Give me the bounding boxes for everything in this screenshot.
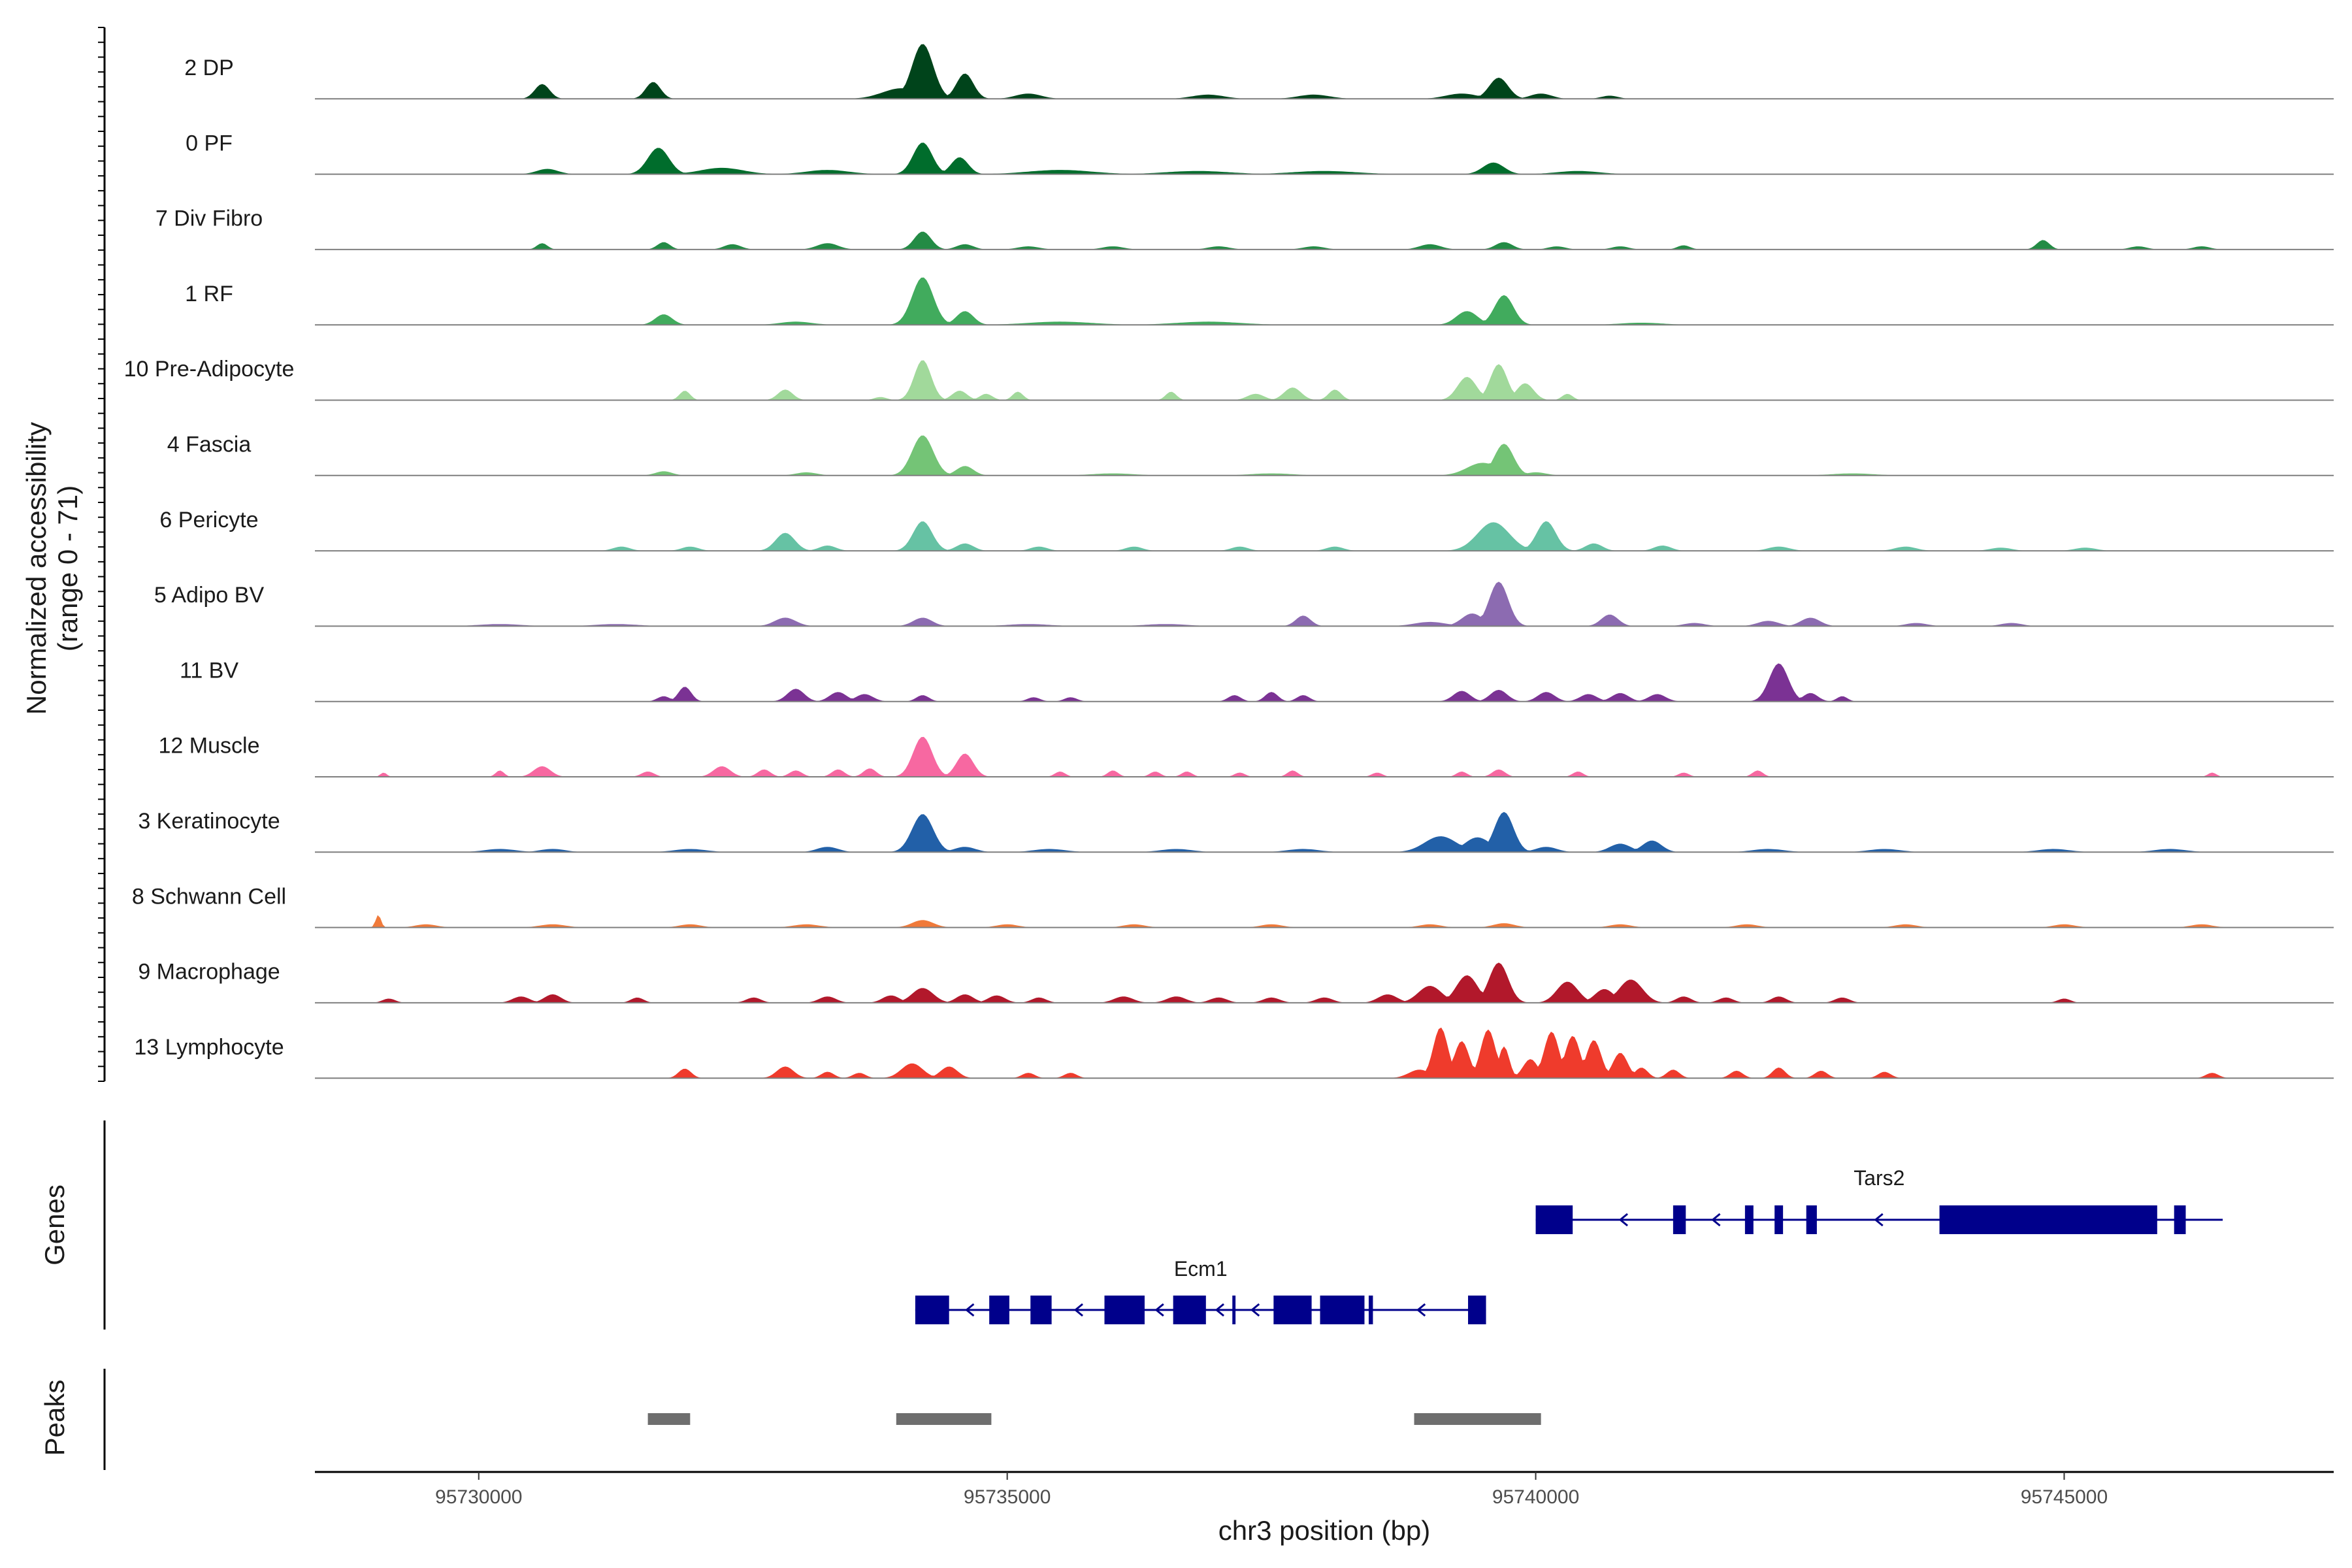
track-label-10-pre-adipocyte: 10 Pre-Adipocyte <box>124 357 295 382</box>
coverage-area-12-muscle <box>315 736 2334 777</box>
track-label-6-pericyte: 6 Pericyte <box>159 508 258 532</box>
gene-exon <box>1232 1296 1236 1324</box>
track-3-keratinocyte: 3 Keratinocyte <box>138 809 2334 853</box>
strand-arrow-icon <box>1711 1213 1721 1227</box>
coverage-area-7-div-fibro <box>315 231 2334 250</box>
track-6-pericyte: 6 Pericyte <box>159 508 2334 552</box>
track-label-11-bv: 11 BV <box>180 658 238 683</box>
track-8-schwann-cell: 8 Schwann Cell <box>132 884 2334 928</box>
coverage-area-10-pre-adipocyte <box>315 360 2334 400</box>
coverage-tracks: 2 DP 0 PF 7 Div Fibro 1 RF 10 Pre-Adipocyte 4… <box>124 44 2334 1079</box>
strand-arrow-icon <box>1154 1303 1164 1317</box>
track-label-13-lymphocyte: 13 Lymphocyte <box>134 1035 284 1060</box>
coverage-area-0-pf <box>315 142 2334 174</box>
gene-exon <box>2174 1205 2186 1234</box>
track-label-8-schwann-cell: 8 Schwann Cell <box>132 884 286 909</box>
track-9-macrophage: 9 Macrophage <box>138 960 2334 1004</box>
x-tick-label: 95730000 <box>435 1486 522 1508</box>
coverage-area-11-bv <box>315 663 2334 702</box>
coverage-area-4-fascia <box>315 435 2334 476</box>
track-label-7-div-fibro: 7 Div Fibro <box>155 206 263 231</box>
track-label-12-muscle: 12 Muscle <box>159 734 260 759</box>
peaks-track-title: Peaks <box>39 1380 70 1456</box>
gene-exon <box>1273 1296 1312 1324</box>
peak-region <box>647 1413 691 1425</box>
track-12-muscle: 12 Muscle <box>159 734 2334 777</box>
x-tick-label: 95745000 <box>2021 1486 2108 1508</box>
strand-arrow-icon <box>1250 1303 1260 1317</box>
track-label-3-keratinocyte: 3 Keratinocyte <box>138 809 280 834</box>
gene-exon <box>1535 1205 1573 1234</box>
gene-label-ecm1: Ecm1 <box>1174 1257 1228 1281</box>
coverage-area-1-rf <box>315 277 2334 325</box>
strand-arrow-icon <box>1215 1303 1224 1317</box>
peak-region <box>896 1413 992 1425</box>
track-0-pf: 0 PF <box>186 131 2334 175</box>
gene-exon <box>1939 1205 2157 1234</box>
gene-exon <box>1774 1205 1784 1234</box>
gene-label-tars2: Tars2 <box>1854 1166 1904 1190</box>
coverage-area-3-keratinocyte <box>315 811 2334 853</box>
coverage-area-5-adipo-bv <box>315 581 2334 627</box>
gene-exon <box>1320 1296 1365 1324</box>
track-13-lymphocyte: 13 Lymphocyte <box>134 1027 2334 1079</box>
gene-exon <box>989 1296 1009 1324</box>
track-5-adipo-bv: 5 Adipo BV <box>154 581 2334 627</box>
strand-arrow-icon <box>1416 1303 1426 1317</box>
y-axis-subtitle: (range 0 - 71) <box>52 485 83 651</box>
x-axis-title: chr3 position (bp) <box>1218 1515 1431 1546</box>
gene-tars2: Tars2 <box>1535 1166 2223 1234</box>
track-4-fascia: 4 Fascia <box>167 433 2334 476</box>
coverage-area-2-dp <box>315 44 2334 99</box>
coverage-area-13-lymphocyte <box>315 1027 2334 1079</box>
gene-exon <box>1673 1205 1686 1234</box>
coverage-area-8-schwann-cell <box>315 915 2334 928</box>
gene-exon <box>915 1296 949 1324</box>
track-label-9-macrophage: 9 Macrophage <box>138 960 280 985</box>
track-1-rf: 1 RF <box>185 277 2334 326</box>
track-2-dp: 2 DP <box>184 44 2334 100</box>
gene-ecm1: Ecm1 <box>915 1257 1486 1324</box>
peaks-track <box>647 1413 1541 1425</box>
strand-arrow-icon <box>965 1303 975 1317</box>
gene-exon <box>1468 1296 1486 1324</box>
gene-exon <box>1744 1205 1754 1234</box>
x-tick-label: 95740000 <box>1492 1486 1579 1508</box>
gene-exon <box>1173 1296 1206 1324</box>
track-label-5-adipo-bv: 5 Adipo BV <box>154 583 265 608</box>
coverage-area-6-pericyte <box>315 521 2334 551</box>
genes-track: Tars2 Ecm1 <box>915 1166 2223 1324</box>
peak-region <box>1414 1413 1541 1425</box>
gene-exon <box>1030 1296 1052 1324</box>
strand-arrow-icon <box>1618 1213 1628 1227</box>
axes: 95730000 95735000 95740000 95745000 <box>98 27 2334 1508</box>
track-label-4-fascia: 4 Fascia <box>167 433 252 457</box>
coverage-area-9-macrophage <box>315 962 2334 1003</box>
strand-arrow-icon <box>1073 1303 1083 1317</box>
genes-track-title: Genes <box>39 1184 70 1266</box>
track-10-pre-adipocyte: 10 Pre-Adipocyte <box>124 357 2334 401</box>
gene-exon <box>1104 1296 1145 1324</box>
track-7-div-fibro: 7 Div Fibro <box>155 206 2334 250</box>
gene-exon <box>1368 1296 1373 1324</box>
track-label-1-rf: 1 RF <box>185 282 233 306</box>
strand-arrow-icon <box>1874 1213 1884 1227</box>
track-label-0-pf: 0 PF <box>186 131 233 155</box>
gene-exon <box>1806 1205 1817 1234</box>
track-11-bv: 11 BV <box>180 658 2334 702</box>
y-axis-title: Normalized accessibility <box>21 422 52 715</box>
track-label-2-dp: 2 DP <box>184 56 234 80</box>
x-tick-label: 95735000 <box>964 1486 1051 1508</box>
